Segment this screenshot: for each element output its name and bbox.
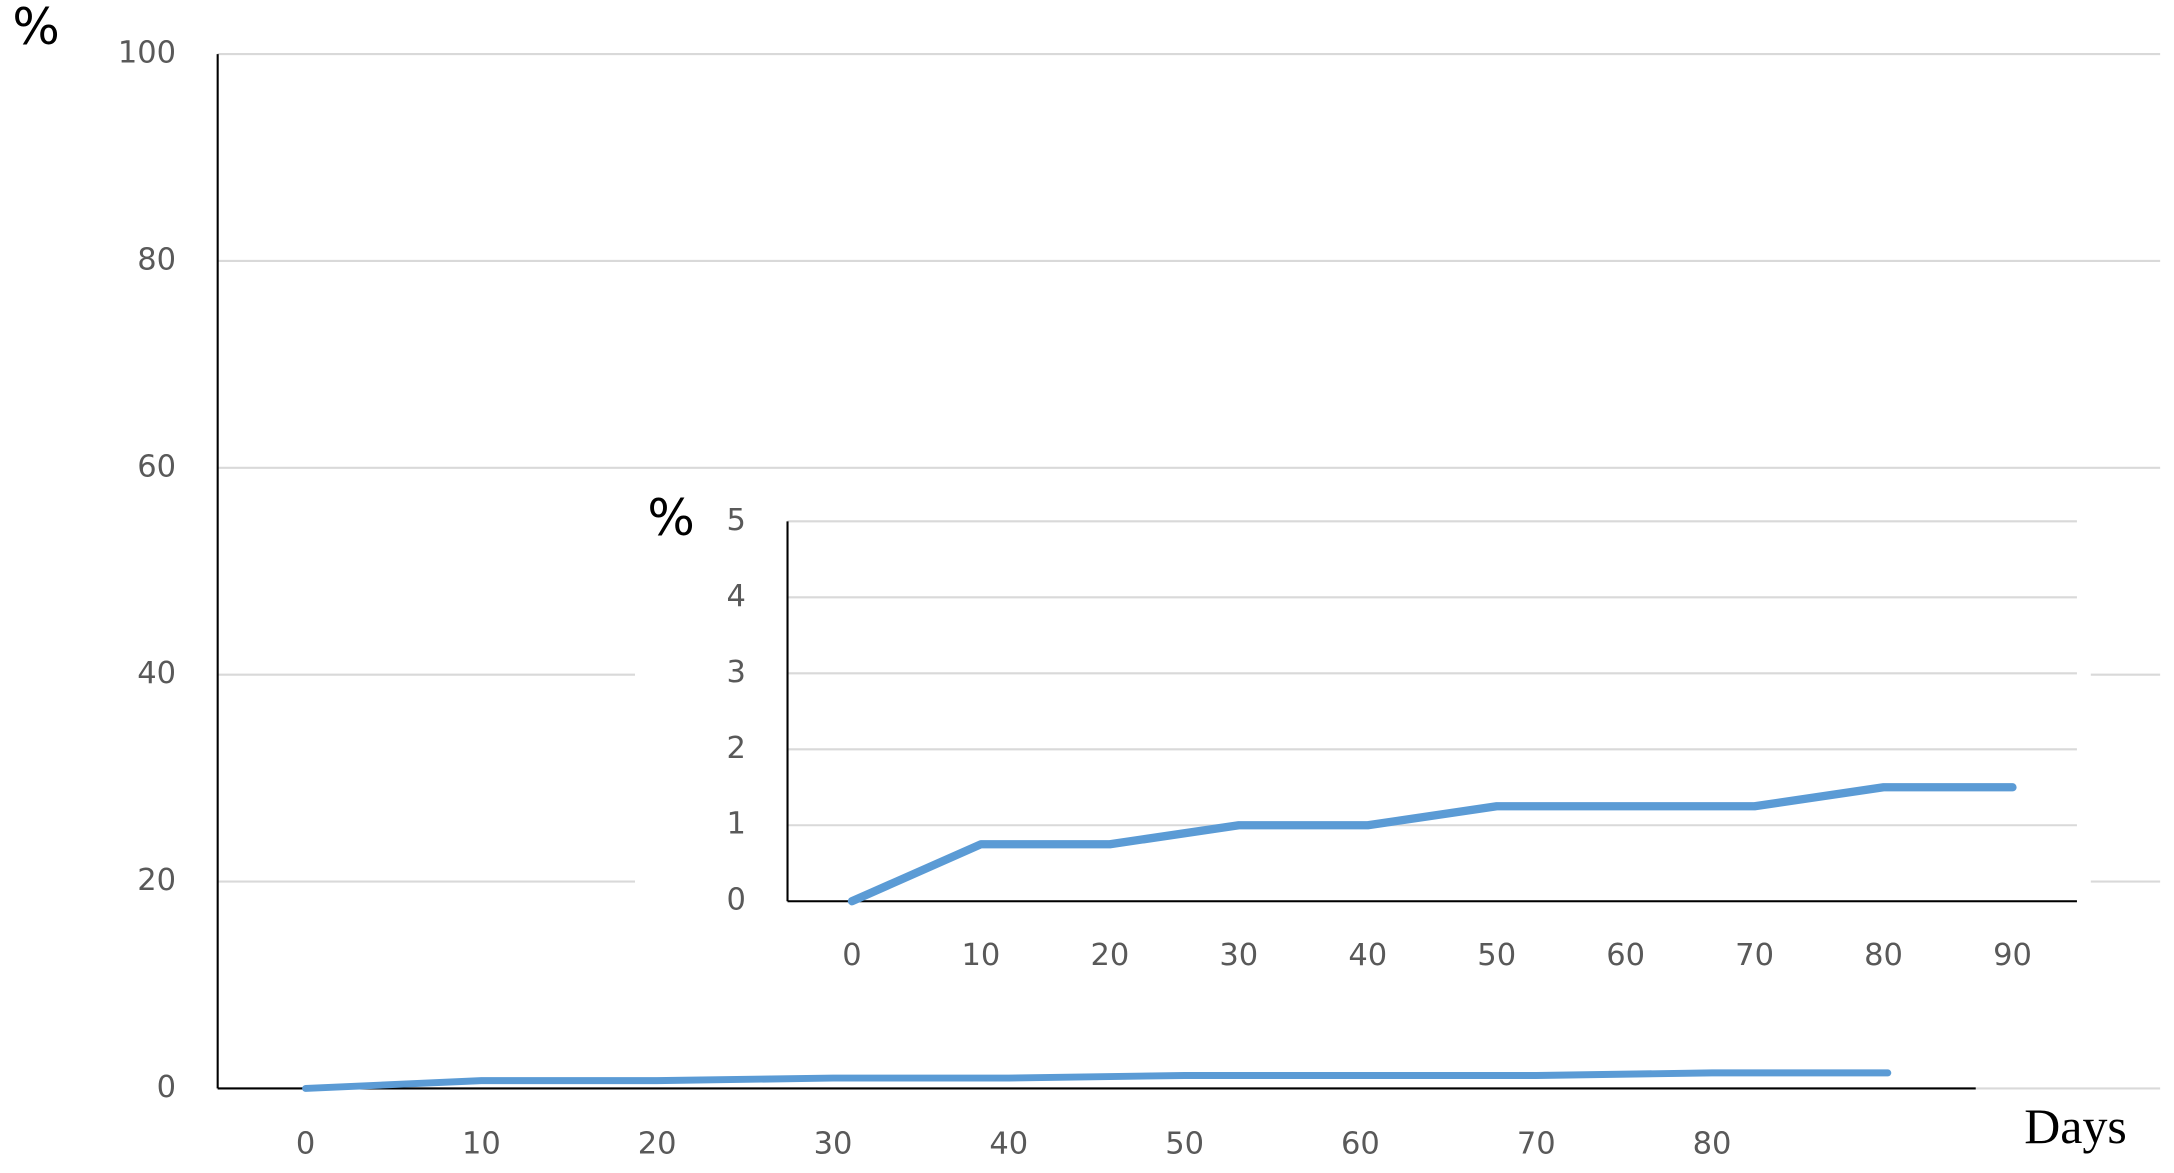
x-tick-label: 30 [814, 1127, 853, 1162]
x-tick-label: 50 [1477, 938, 1516, 973]
x-tick-label: 80 [1864, 938, 1903, 973]
x-tick-label: 50 [1165, 1127, 1204, 1162]
x-tick-label: 0 [296, 1127, 315, 1162]
x-tick-label: 40 [1348, 938, 1387, 973]
x-tick-label: 20 [1090, 938, 1129, 973]
data-line [847, 783, 2017, 906]
y-tick-label: 20 [137, 863, 176, 898]
x-tick-label: 20 [638, 1127, 677, 1162]
y-tick-label: 3 [727, 655, 746, 690]
y-tick-label: 4 [727, 579, 746, 614]
y-tick-label: 80 [137, 242, 176, 277]
x-tick-label: 0 [842, 938, 861, 973]
x-tick-label: 90 [1993, 938, 2032, 973]
x-tick-label: 10 [462, 1127, 501, 1162]
y-tick-label: 0 [157, 1070, 176, 1105]
x-tick-label: 40 [989, 1127, 1028, 1162]
x-axis-label: Days [2024, 1099, 2127, 1154]
y-tick-label: 0 [727, 883, 746, 918]
y-tick-label: 40 [137, 656, 176, 691]
y-axis-label: % [12, 0, 59, 56]
x-tick-label: 70 [1735, 938, 1774, 973]
data-line [302, 1069, 1892, 1092]
y-tick-label: 100 [118, 36, 176, 71]
x-tick-label: 60 [1341, 1127, 1380, 1162]
x-tick-label: 70 [1517, 1127, 1556, 1162]
y-tick-label: 1 [727, 807, 746, 842]
x-tick-label: 30 [1219, 938, 1258, 973]
y-tick-label: 60 [137, 449, 176, 484]
x-tick-label: 10 [962, 938, 1001, 973]
x-tick-label: 60 [1606, 938, 1645, 973]
y-axis-label: % [647, 489, 694, 547]
x-tick-label: 80 [1693, 1127, 1732, 1162]
y-tick-label: 2 [727, 731, 746, 766]
y-tick-label: 5 [727, 503, 746, 538]
